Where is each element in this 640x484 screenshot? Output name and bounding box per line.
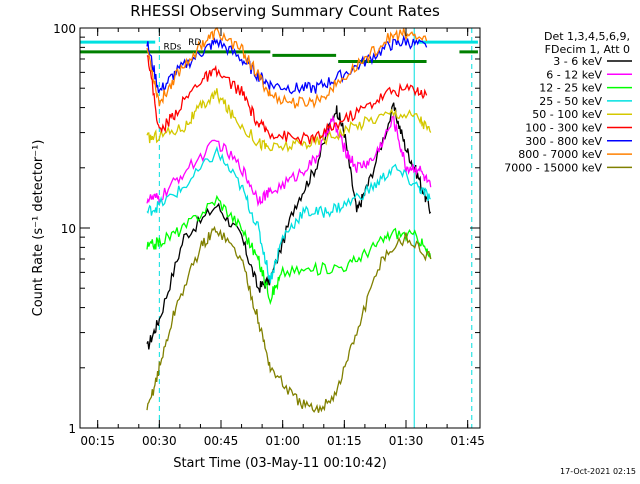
- x-tick-label-3: 01:00: [265, 434, 300, 448]
- legend-label-6: 300 - 800 keV: [525, 135, 602, 148]
- series-line-1: [146, 114, 432, 208]
- x-tick-label-2: 00:45: [204, 434, 239, 448]
- plot-area: RDs RD: [79, 26, 478, 428]
- x-tick-label-1: 00:30: [142, 434, 177, 448]
- x-axis-label: Start Time (03-May-11 00:10:42): [173, 456, 387, 471]
- chart-title: RHESSI Observing Summary Count Rates: [130, 2, 440, 20]
- legend-header-0: Det 1,3,4,5,6,9,: [544, 30, 630, 43]
- axes: 00:15 00:30 00:45 01:00 01:15 01:30 01:45 1 10 10…: [53, 22, 485, 448]
- x-tick-label-0: 00:15: [80, 434, 115, 448]
- series-line-6: [146, 34, 428, 95]
- legend: Det 1,3,4,5,6,9,FDecim 1, Att 03 - 6 keV…: [504, 30, 632, 174]
- series-line-4: [146, 88, 432, 153]
- series-line-8: [146, 225, 432, 413]
- series-line-5: [146, 54, 428, 147]
- y-axis-label: Count Rate (s⁻¹ detector⁻¹): [31, 140, 46, 317]
- legend-label-3: 25 - 50 keV: [539, 95, 602, 108]
- y-tick-label-1: 10: [61, 222, 76, 236]
- y-tick-label-2: 100: [53, 22, 76, 36]
- series-line-0: [146, 102, 432, 350]
- x-tick-label-4: 01:15: [327, 434, 362, 448]
- legend-label-1: 6 - 12 keV: [546, 68, 602, 81]
- series-line-2: [146, 194, 432, 306]
- x-tick-label-5: 01:30: [389, 434, 424, 448]
- legend-label-8: 7000 - 15000 keV: [504, 161, 602, 174]
- series-line-3: [146, 145, 431, 284]
- x-tick-label-6: 01:45: [450, 434, 485, 448]
- legend-header-1: FDecim 1, Att 0: [545, 43, 630, 56]
- legend-label-0: 3 - 6 keV: [553, 55, 602, 68]
- annotation-0: RDs: [163, 43, 181, 53]
- legend-label-7: 800 - 7000 keV: [518, 148, 602, 161]
- y-tick-label-0: 1: [68, 422, 76, 436]
- series-line-7: [146, 26, 428, 109]
- footer-date: 17-Oct-2021 02:15: [560, 467, 636, 476]
- legend-label-4: 50 - 100 keV: [532, 108, 602, 121]
- legend-label-5: 100 - 300 keV: [525, 122, 602, 135]
- legend-label-2: 12 - 25 keV: [539, 82, 602, 95]
- annotation-1: RD: [188, 38, 201, 48]
